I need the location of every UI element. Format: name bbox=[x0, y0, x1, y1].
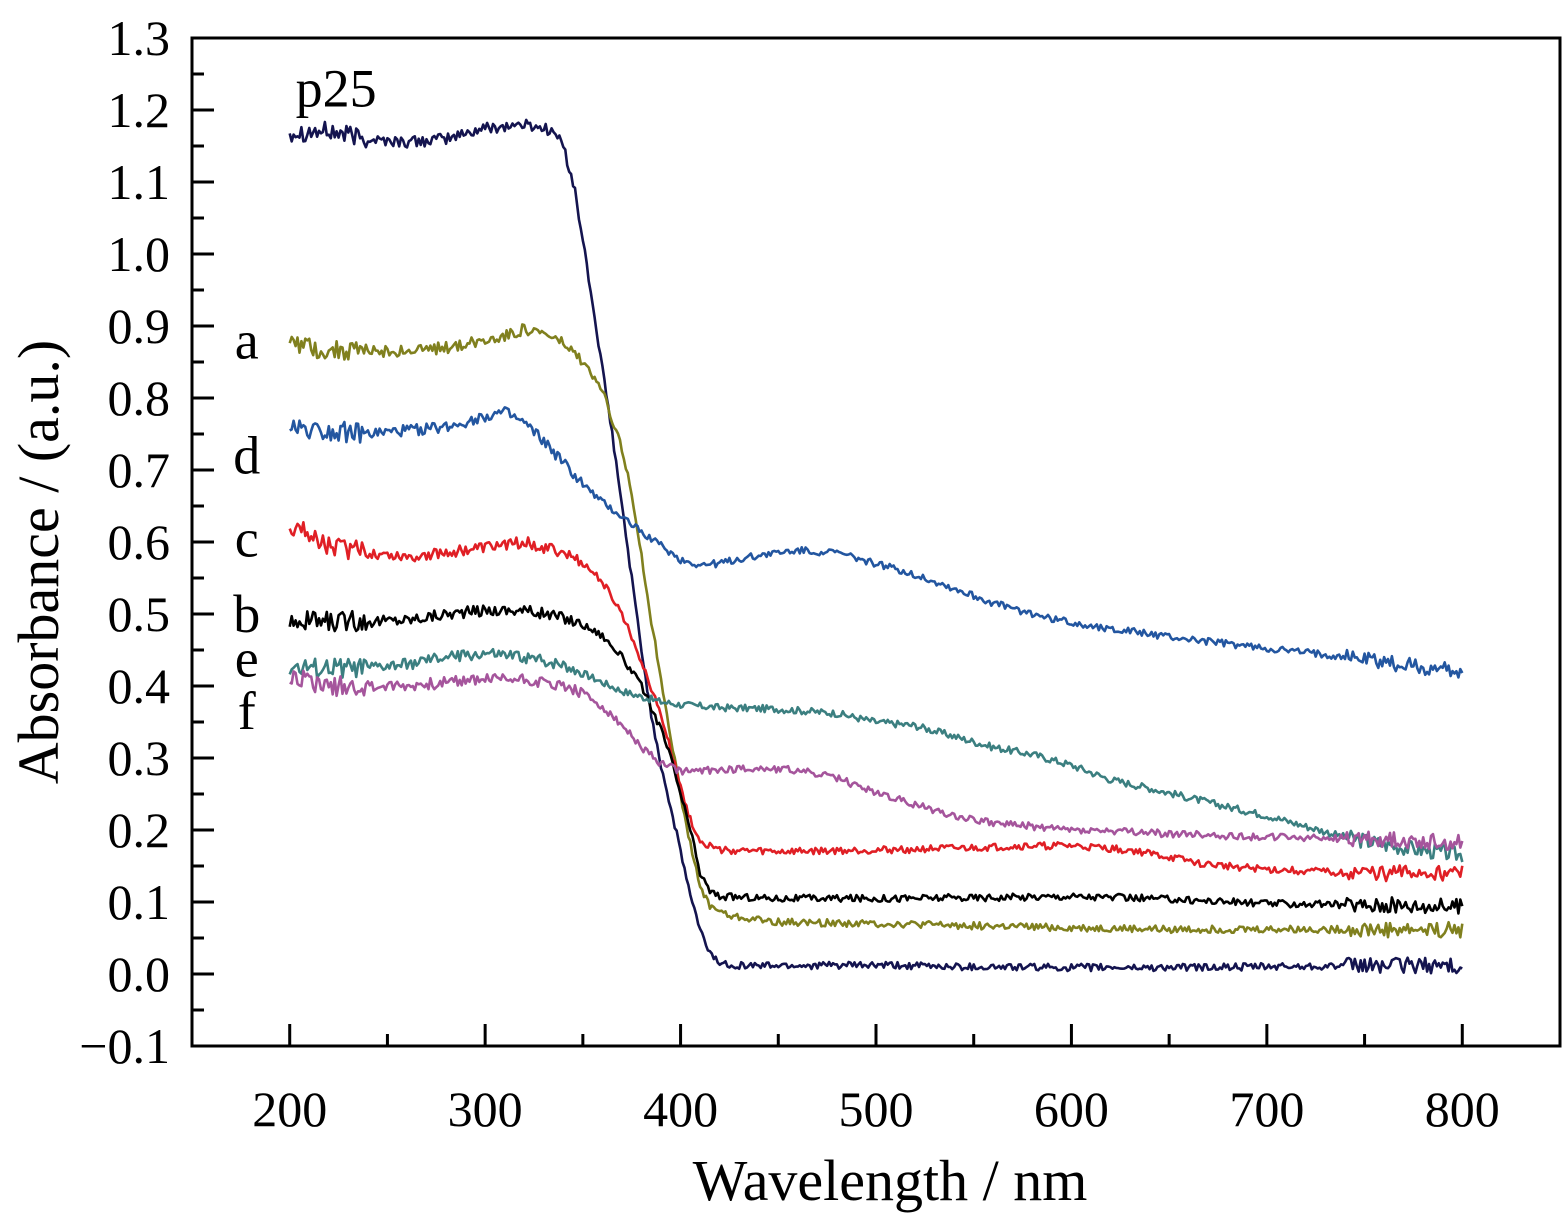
y-tick-label-0: −0.1 bbox=[79, 1018, 170, 1074]
y-tick-label-3: 0.2 bbox=[108, 802, 171, 858]
series-label-a: a bbox=[235, 310, 259, 370]
y-tick-label-10: 0.9 bbox=[108, 298, 171, 354]
x-tick-label-4: 600 bbox=[1034, 1081, 1109, 1137]
x-axis-ticks bbox=[288, 1024, 1464, 1046]
x-tick-label-2: 400 bbox=[643, 1081, 718, 1137]
x-axis-tick-labels: 200 300 400 500 600 700 800 bbox=[252, 1081, 1500, 1137]
series-line-e bbox=[288, 647, 1464, 863]
y-tick-label-11: 1.0 bbox=[108, 226, 171, 282]
series-line-d bbox=[289, 406, 1464, 679]
y-tick-label-4: 0.3 bbox=[108, 730, 171, 786]
series-label-e: e bbox=[235, 629, 259, 689]
y-tick-label-6: 0.5 bbox=[108, 586, 171, 642]
series-label-f: f bbox=[238, 681, 256, 741]
series-label-c: c bbox=[235, 508, 259, 568]
series-line-b bbox=[288, 604, 1464, 915]
y-tick-label-8: 0.7 bbox=[108, 442, 171, 498]
series-label-d: d bbox=[233, 426, 260, 486]
y-tick-label-2: 0.1 bbox=[108, 874, 171, 930]
series-curves bbox=[288, 118, 1464, 975]
x-axis-label: Wavelength / nm bbox=[693, 1148, 1088, 1213]
x-tick-label-6: 800 bbox=[1425, 1081, 1500, 1137]
series-label-p25: p25 bbox=[296, 58, 377, 118]
series-line-c bbox=[288, 520, 1464, 883]
y-tick-label-1: 0.0 bbox=[108, 946, 171, 1002]
x-tick-label-5: 700 bbox=[1229, 1081, 1304, 1137]
y-axis-ticks bbox=[192, 36, 214, 1048]
series-line-p25 bbox=[288, 118, 1463, 975]
y-axis-tick-labels: −0.1 0.0 0.1 0.2 0.3 0.4 0.5 0.6 0.7 0.8 0.9 1.0 1.1… bbox=[79, 10, 170, 1074]
y-tick-label-5: 0.4 bbox=[108, 658, 171, 714]
y-tick-label-7: 0.6 bbox=[108, 514, 171, 570]
series-label-b: b bbox=[233, 584, 260, 644]
y-tick-label-13: 1.2 bbox=[108, 82, 171, 138]
series-line-f bbox=[289, 669, 1464, 852]
x-tick-label-3: 500 bbox=[839, 1081, 914, 1137]
y-axis-label: Absorbance / (a.u.) bbox=[6, 340, 71, 785]
x-tick-label-0: 200 bbox=[252, 1081, 327, 1137]
plot-frame bbox=[190, 36, 1562, 1048]
y-tick-label-9: 0.8 bbox=[108, 370, 171, 426]
series-line-a bbox=[288, 323, 1464, 939]
x-tick-label-1: 300 bbox=[448, 1081, 523, 1137]
y-tick-label-12: 1.1 bbox=[108, 154, 171, 210]
y-tick-label-14: 1.3 bbox=[108, 10, 171, 66]
